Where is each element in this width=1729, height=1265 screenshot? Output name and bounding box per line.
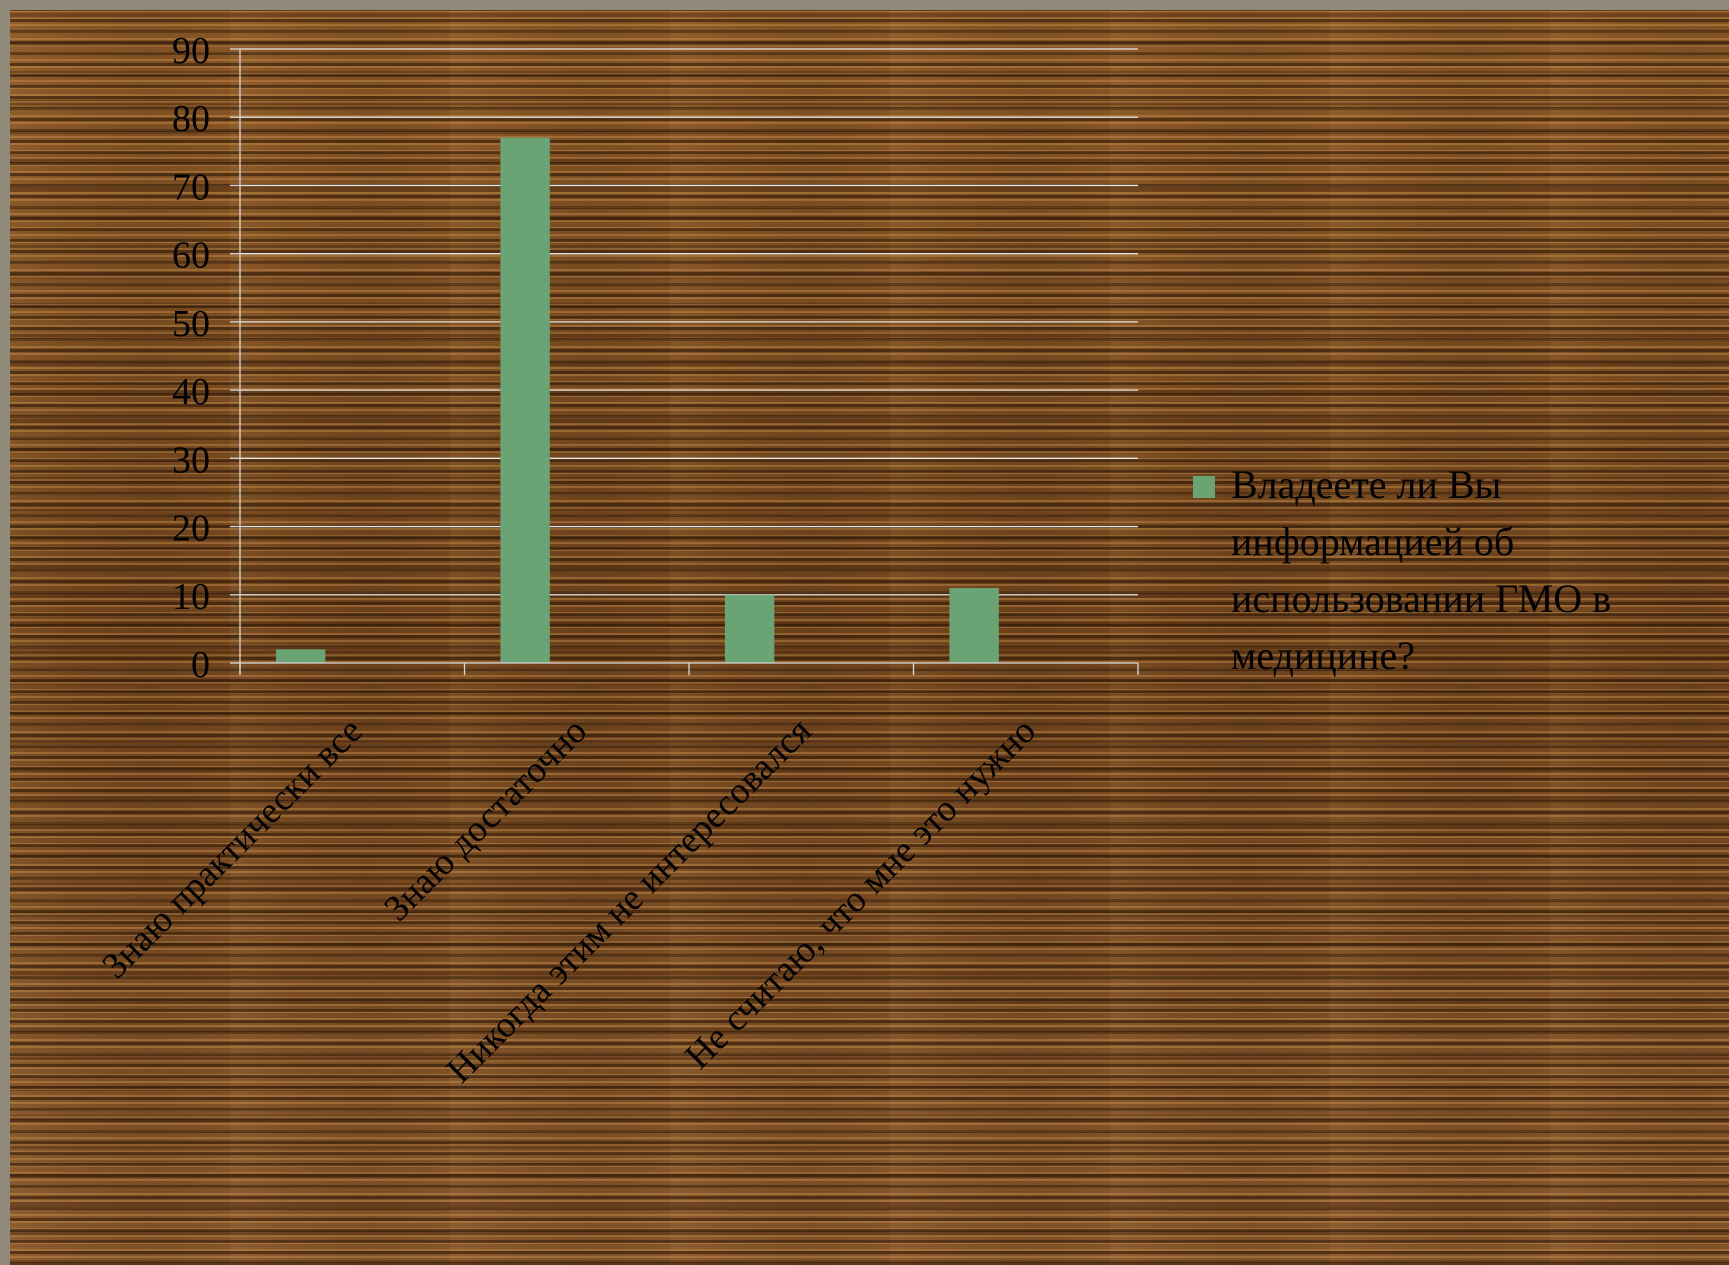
- y-tick-label: 10: [172, 576, 210, 618]
- bar: [949, 587, 999, 663]
- y-tick-label: 0: [191, 644, 210, 686]
- x-category-label: Не считаю, что мне это нужно: [677, 710, 1044, 1077]
- legend-label: информацией об: [1231, 519, 1514, 564]
- y-tick-label: 80: [172, 98, 210, 140]
- legend-label: Владеете ли Вы: [1231, 462, 1501, 507]
- legend-swatch: [1193, 476, 1215, 498]
- bar: [724, 594, 775, 663]
- bar-chart: 0 10 20 30 40 50 60 70 80 90 Знаю практически все…: [94, 30, 1611, 1091]
- x-axis: Знаю практически все Знаю достаточноНиког…: [94, 662, 1139, 1091]
- x-category-label: Знаю практически все: [94, 710, 370, 986]
- x-category-label: Никогда этим не интересовался: [439, 710, 820, 1091]
- y-tick-label: 60: [172, 235, 210, 277]
- y-tick-label: 30: [172, 439, 210, 481]
- bar: [500, 137, 550, 663]
- y-tick-label: 20: [172, 508, 210, 550]
- x-category-label: Знаю достаточно: [376, 710, 595, 929]
- y-tick-label: 70: [172, 166, 210, 208]
- legend-label: использовании ГМО в: [1231, 576, 1611, 621]
- legend-label: медицине?: [1231, 633, 1415, 678]
- bars: [275, 137, 999, 663]
- y-tick-label: 40: [172, 371, 210, 413]
- bar: [275, 649, 326, 663]
- legend: Владеете ли Вы информацией об использовани…: [1193, 462, 1611, 678]
- y-axis: 0 10 20 30 40 50 60 70 80 90: [172, 30, 241, 686]
- gridlines: [240, 48, 1138, 596]
- slide-background: 0 10 20 30 40 50 60 70 80 90 Знаю практически все…: [10, 10, 1729, 1265]
- y-tick-label: 50: [172, 303, 210, 345]
- y-tick-label: 90: [172, 30, 210, 72]
